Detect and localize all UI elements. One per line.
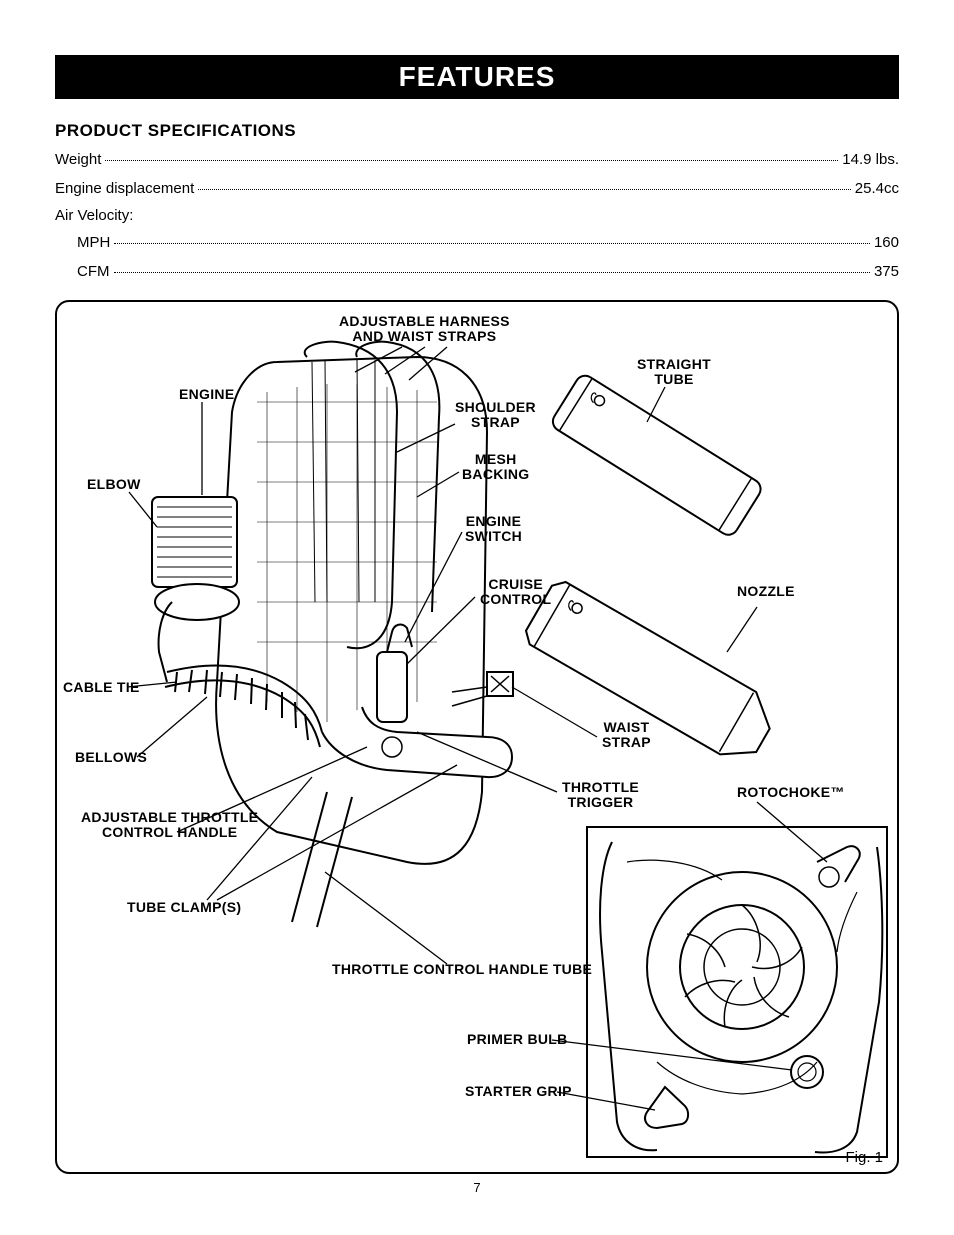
spec-row-mph: MPH 160 [55, 232, 899, 253]
spec-dots [114, 243, 870, 244]
callout-nozzle: NOZZLE [737, 584, 795, 599]
callout-rotochoke: ROTOCHOKE™ [737, 785, 845, 800]
spec-row-cfm: CFM 375 [55, 261, 899, 282]
figure-box: ADJUSTABLE HARNESSAND WAIST STRAPS STRAI… [55, 300, 899, 1174]
spec-row-engine-disp: Engine displacement 25.4cc [55, 178, 899, 199]
callout-tube-clamps: TUBE CLAMP(S) [127, 900, 241, 915]
spec-air-velocity: Air Velocity: [55, 207, 899, 224]
spec-dots [114, 272, 870, 273]
page-number: 7 [55, 1180, 899, 1195]
callout-straight-tube: STRAIGHTTUBE [637, 357, 711, 388]
title-bar: FEATURES [55, 55, 899, 99]
spec-value: 25.4cc [855, 178, 899, 199]
callout-adj-throttle: ADJUSTABLE THROTTLECONTROL HANDLE [81, 810, 258, 841]
spec-label: Engine displacement [55, 178, 194, 199]
callout-engine-switch: ENGINESWITCH [465, 514, 522, 545]
spec-value: 14.9 lbs. [842, 149, 899, 170]
callout-mesh-backing: MESHBACKING [462, 452, 529, 483]
callout-elbow: ELBOW [87, 477, 141, 492]
callout-primer-bulb: PRIMER BULB [467, 1032, 568, 1047]
section-heading: PRODUCT SPECIFICATIONS [55, 121, 899, 141]
callout-throttle-tube: THROTTLE CONTROL HANDLE TUBE [332, 962, 592, 977]
spec-label: MPH [77, 232, 110, 253]
callout-throttle-trigger: THROTTLETRIGGER [562, 780, 639, 811]
callout-harness: ADJUSTABLE HARNESSAND WAIST STRAPS [339, 314, 510, 345]
callout-starter-grip: STARTER GRIP [465, 1084, 572, 1099]
callout-cruise-control: CRUISECONTROL [480, 577, 551, 608]
callout-bellows: BELLOWS [75, 750, 147, 765]
figure-label: Fig. 1 [845, 1149, 883, 1166]
spec-value: 160 [874, 232, 899, 253]
spec-value: 375 [874, 261, 899, 282]
callout-cable-tie: CABLE TIE [63, 680, 140, 695]
callout-waist-strap: WAISTSTRAP [602, 720, 651, 751]
spec-label: Weight [55, 149, 101, 170]
callout-engine: ENGINE [179, 387, 234, 402]
spec-dots [198, 189, 851, 190]
spec-dots [105, 160, 838, 161]
spec-row-weight: Weight 14.9 lbs. [55, 149, 899, 170]
spec-label: CFM [77, 261, 110, 282]
callout-shoulder-strap: SHOULDERSTRAP [455, 400, 536, 431]
